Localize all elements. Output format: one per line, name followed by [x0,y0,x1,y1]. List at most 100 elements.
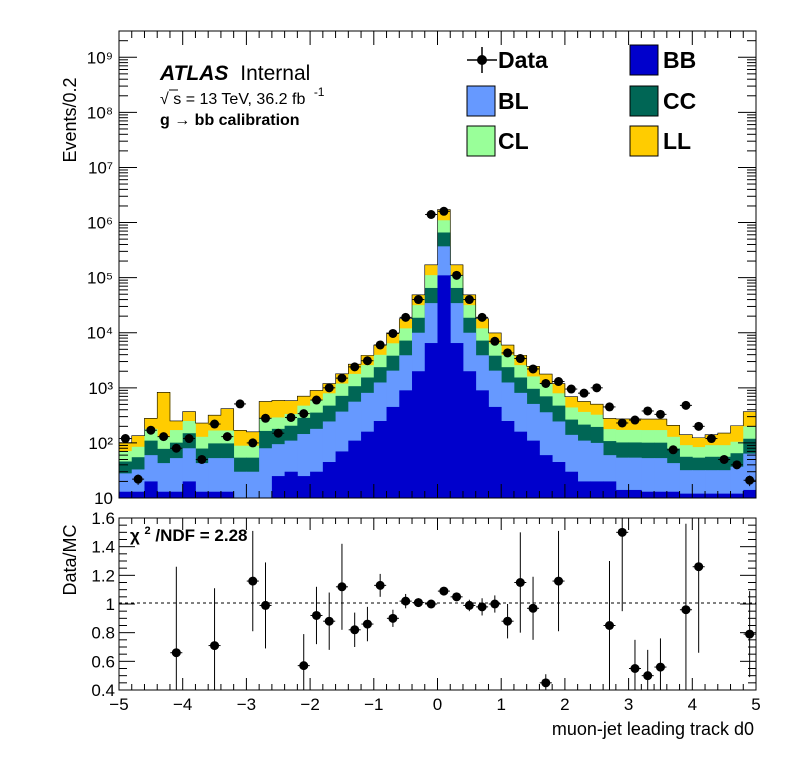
data-point [120,434,130,444]
data-point [719,454,729,464]
data-point [643,406,653,416]
bar-bl [730,466,744,498]
ratio-x-tick-label: −4 [173,695,192,714]
bar-bb [361,431,375,498]
main-x-ticks [118,31,757,498]
ratio-point [630,664,640,673]
bar-bb [552,462,566,498]
chi2-ndf-text: χ 2 /NDF = 2.28 [130,519,248,545]
ratio-point [350,625,360,635]
legend-label-cc: CC [663,88,696,114]
ratio-x-tick-label: 3 [624,695,633,714]
data-point [681,400,691,410]
bar-bb [462,371,477,498]
data-point [655,409,665,419]
ratio-point [261,600,271,610]
bar-bb [373,420,387,498]
bar-bb [119,491,133,498]
data-point [732,460,742,470]
bar-bb [679,493,693,498]
ratio-point [681,605,691,615]
ratio-x-tick-label: −5 [109,695,128,714]
data-point [184,434,194,444]
ratio-y-tick-label: 1.6 [91,509,115,528]
ratio-x-tick-label: 0 [433,695,442,714]
ratio-point [515,578,525,587]
bar-bb [424,343,438,498]
bar-bb [539,455,553,498]
data-point [592,383,602,393]
ratio-point [337,582,347,592]
bar-bb [717,493,731,498]
data-point [617,418,627,428]
bar-bb [488,406,502,498]
ratio-points [170,518,756,690]
ratio-point [643,671,653,681]
main-y-tick-label: 10³ [88,379,113,398]
ratio-point [413,598,423,608]
ratio-point [745,629,755,639]
bar-bb [386,406,400,498]
ratio-x-tick-label: −1 [364,695,383,714]
energy-lumi-text: = 13 TeV, 36.2 fb [186,91,306,108]
data-point [668,445,678,455]
data-point [426,210,436,219]
ratio-y-tick-label: 1.2 [91,566,115,585]
bar-bl [692,470,706,498]
data-point [401,312,411,322]
main-y-tick-label: 10 [94,489,113,508]
ratio-panel: −5 −4 −3 −2 −1 0 1 2 3 4 5 0.4 0.6 0.8 1 1.2 1.4 1.6 Dat… [60,509,761,739]
ratio-x-axis: −5 −4 −3 −2 −1 0 1 2 3 4 5 [109,518,761,714]
legend-entry-bl: BL [466,85,529,117]
ratio-x-tick-label: 5 [751,695,760,714]
legend-swatch-ll [629,125,659,157]
ratio-point [388,613,398,623]
data-point [324,383,334,393]
ratio-x-tick-label: 2 [560,695,569,714]
data-point [350,362,360,372]
data-point [579,388,589,398]
bar-bb [131,491,145,498]
ratio-point [439,586,449,596]
legend-swatch-bl [466,85,496,117]
ratio-y-tick-label: 0.8 [91,624,115,643]
sqrt-s: s [173,91,181,108]
ratio-x-tick-label: −2 [300,695,319,714]
bar-bb [450,343,464,498]
ratio-point [694,562,704,572]
ratio-y-tick-label: 0.4 [91,681,115,700]
chi2-ndf-value: /NDF = 2.28 [155,526,247,545]
data-point [464,295,474,305]
atlas-internal-text: Internal [240,62,310,85]
data-point [197,454,207,464]
bar-bl [233,471,247,498]
chi2-symbol: χ [130,526,140,545]
ratio-point [554,576,564,586]
bar-bb [501,420,515,498]
data-point [210,419,220,429]
ratio-point [452,592,462,602]
main-panel: 10 10² 10³ 10⁴ 10⁵ 10⁶ 10⁷ 10⁸ 10⁹ Events/0.2 AT… [60,30,757,508]
data-point [413,295,423,305]
bar-bl [641,458,655,498]
data-point [248,438,258,448]
data-point [630,415,640,425]
ratio-y-tick-label: 1 [106,595,115,614]
ratio-y-tick-label: 0.6 [91,652,115,671]
data-point [477,312,487,322]
main-y-tick-label: 10² [88,434,113,453]
bar-bb [705,493,719,498]
data-point [311,395,321,405]
data-point [554,377,564,387]
bar-bb [169,491,184,498]
data-point [171,443,181,453]
bar-bb [284,471,298,498]
x-axis-label: muon-jet leading track d0 [552,719,754,739]
bar-bl [615,457,629,498]
ratio-point [655,662,665,672]
main-y-tick-label: 10⁷ [88,158,113,177]
stack-total-outline [118,209,756,498]
lumi-exponent: -1 [314,85,325,99]
ratio-y-axis: 0.4 0.6 0.8 1 1.2 1.4 1.6 [91,509,756,700]
